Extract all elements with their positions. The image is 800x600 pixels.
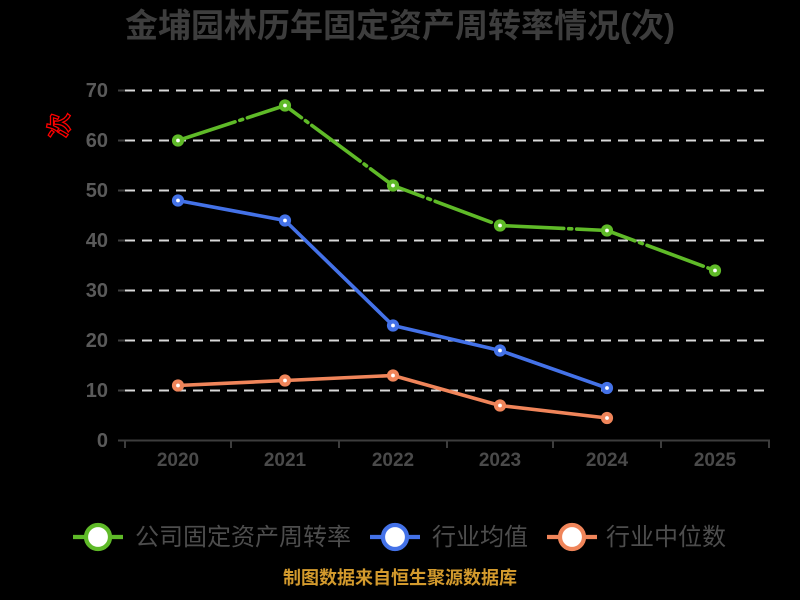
svg-text:制图数据来自恒生聚源数据库: 制图数据来自恒生聚源数据库 [283, 568, 517, 588]
svg-text:公司固定资产周转率: 公司固定资产周转率 [135, 524, 351, 551]
svg-text:2020: 2020 [157, 450, 199, 471]
svg-text:60: 60 [86, 130, 108, 152]
svg-text:行业均值: 行业均值 [432, 524, 528, 551]
svg-text:2021: 2021 [264, 450, 307, 471]
svg-text:10: 10 [86, 380, 108, 402]
svg-text:20: 20 [86, 330, 108, 352]
svg-text:0: 0 [97, 430, 108, 452]
svg-text:2022: 2022 [372, 450, 414, 471]
svg-text:50: 50 [86, 180, 108, 202]
svg-text:30: 30 [86, 280, 108, 302]
svg-text:40: 40 [86, 230, 108, 252]
svg-text:2023: 2023 [479, 450, 521, 471]
svg-text:次: 次 [46, 113, 74, 138]
svg-text:行业中位数: 行业中位数 [606, 524, 726, 551]
svg-text:2025: 2025 [694, 450, 737, 471]
svg-text:70: 70 [86, 80, 108, 102]
svg-text:2024: 2024 [586, 450, 629, 471]
